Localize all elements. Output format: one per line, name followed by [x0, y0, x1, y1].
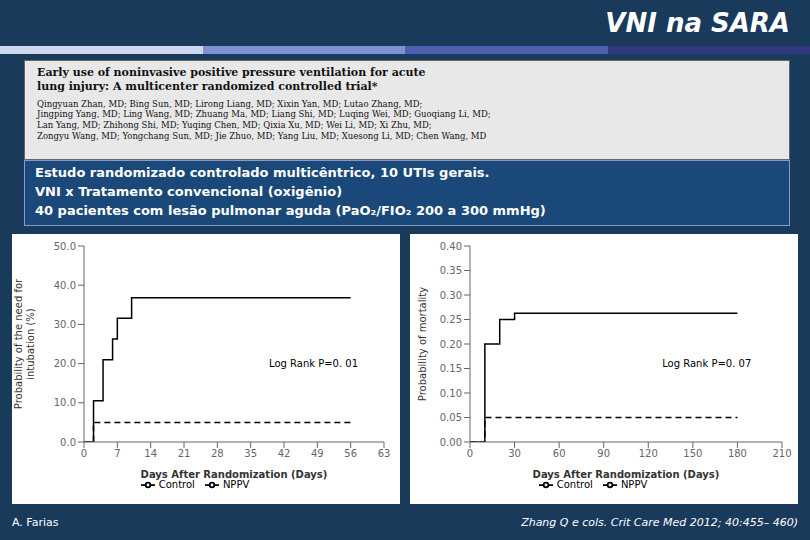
html-text:Zhang Q e cols. Crit Care Med: Zhang Q e cols. Crit Care Med 2012; 40:4…	[521, 515, 798, 529]
svg-text:56: 56	[344, 448, 357, 459]
html-text:Early use of noninvasive posit: Early use of noninvasive positive pressu…	[37, 66, 426, 94]
svg-text:28: 28	[211, 448, 224, 459]
svg-text:0.40: 0.40	[440, 241, 462, 252]
svg-text:0.00: 0.00	[440, 437, 462, 448]
svg-text:0.20: 0.20	[440, 339, 462, 350]
html-text:VNI na SARA: VNI na SARA	[605, 8, 790, 38]
svg-text:120: 120	[639, 448, 658, 459]
html-text:Estudo randomizado controlado: Estudo randomizado controlado multicêntr…	[35, 165, 490, 180]
svg-text:0.10: 0.10	[440, 388, 462, 399]
svg-text:7: 7	[114, 448, 120, 459]
svg-text:90: 90	[597, 448, 610, 459]
svg-text:0.30: 0.30	[440, 290, 462, 301]
svg-text:0: 0	[467, 448, 473, 459]
svg-text:49: 49	[311, 448, 324, 459]
svg-text:Days After Randomization (Days: Days After Randomization (Days)	[533, 469, 720, 480]
svg-text:60: 60	[553, 448, 566, 459]
html-text:A. Farias: A. Farias	[12, 515, 59, 529]
svg-text:Days After Randomization (Days: Days After Randomization (Days)	[141, 469, 328, 480]
html-text:Control: Control	[158, 479, 195, 490]
html-text:VNI x Tratamento convencional: VNI x Tratamento convencional (oxigênio)	[35, 183, 343, 199]
svg-text:180: 180	[728, 448, 747, 459]
html-text:NPPV: NPPV	[620, 479, 648, 490]
svg-text:Log Rank P=0. 01: Log Rank P=0. 01	[269, 358, 358, 369]
html-text:NPPV: NPPV	[222, 479, 250, 490]
svg-text:0.25: 0.25	[440, 314, 462, 325]
svg-text:35: 35	[244, 448, 257, 459]
svg-text:0.0: 0.0	[60, 437, 76, 448]
svg-text:150: 150	[683, 448, 702, 459]
svg-text:30: 30	[508, 448, 521, 459]
html-text:Qingyuan Zhan, MD; Bing Sun, M: Qingyuan Zhan, MD; Bing Sun, MD; Lirong …	[37, 98, 491, 142]
svg-text:42: 42	[278, 448, 291, 459]
svg-text:30.0: 30.0	[54, 319, 76, 330]
svg-text:10.0: 10.0	[54, 397, 76, 408]
svg-text:20.0: 20.0	[54, 358, 76, 369]
svg-text:50.0: 50.0	[54, 241, 76, 252]
svg-text:Log Rank P=0. 07: Log Rank P=0. 07	[662, 358, 751, 369]
svg-text:14: 14	[144, 448, 157, 459]
svg-text:Probability of the need forint: Probability of the need forintubation (%…	[13, 278, 36, 409]
svg-text:Probability of mortality: Probability of mortality	[417, 287, 428, 401]
svg-text:21: 21	[178, 448, 191, 459]
svg-text:63: 63	[378, 448, 391, 459]
svg-text:40.0: 40.0	[54, 280, 76, 291]
svg-text:0.35: 0.35	[440, 265, 462, 276]
svg-text:0.05: 0.05	[440, 412, 462, 423]
html-text:40 pacientes com lesão pulmona: 40 pacientes com lesão pulmonar aguda (P…	[35, 202, 546, 218]
html-text:Control: Control	[556, 479, 593, 490]
svg-text:0.15: 0.15	[440, 363, 462, 374]
svg-text:0: 0	[81, 448, 87, 459]
svg-text:210: 210	[772, 448, 791, 459]
